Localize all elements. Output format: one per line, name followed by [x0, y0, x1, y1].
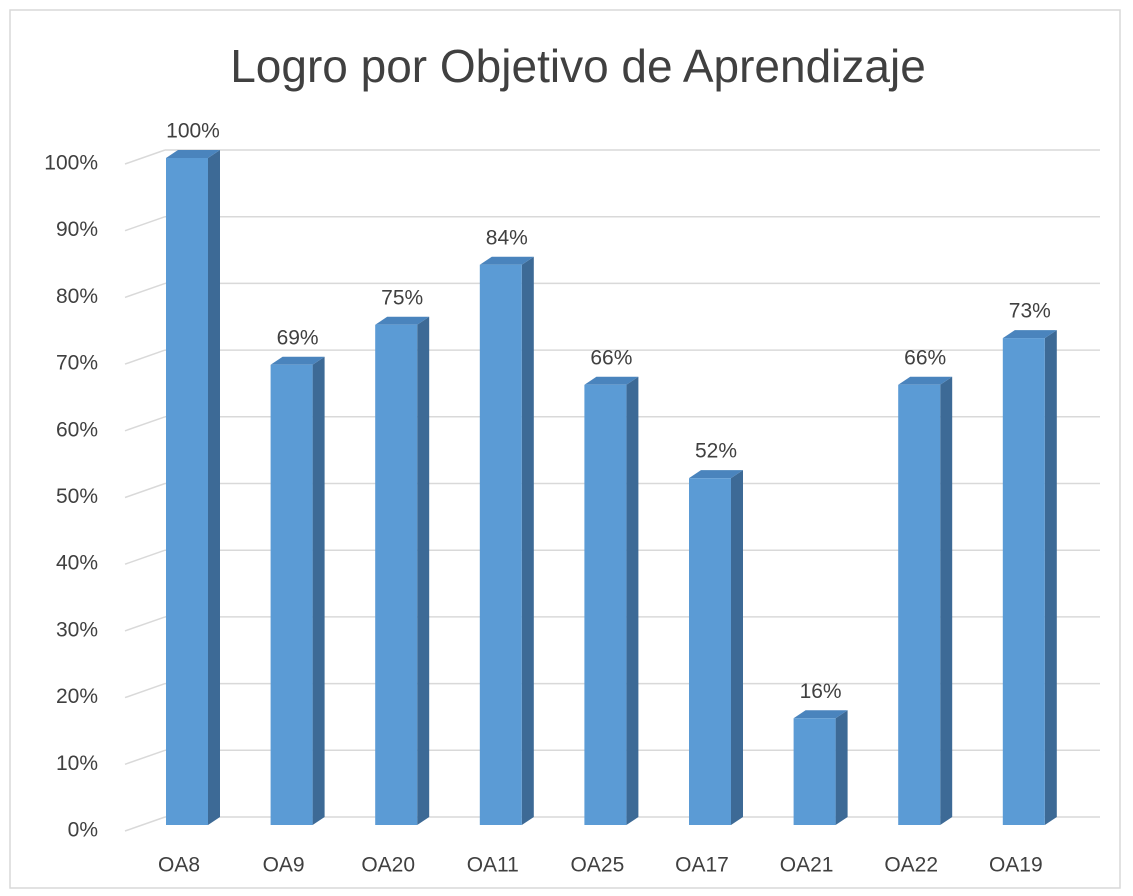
- bar-side: [417, 316, 430, 825]
- y-tick-label: 20%: [56, 685, 98, 708]
- x-tick-label: OA19: [989, 854, 1043, 877]
- grid-line: [124, 749, 166, 766]
- bar-side: [521, 256, 534, 826]
- y-tick-label: 50%: [56, 485, 98, 508]
- x-tick-label: OA17: [675, 854, 729, 877]
- bar-top: [270, 356, 325, 365]
- bar: [584, 384, 627, 825]
- y-tick-label: 10%: [56, 752, 98, 775]
- x-tick-label: OA11: [467, 854, 519, 877]
- y-tick-label: 100%: [44, 152, 98, 175]
- x-tick-label: OA8: [158, 854, 200, 877]
- grid-line: [124, 682, 166, 699]
- bar-side: [626, 376, 639, 825]
- grid-line: [124, 349, 166, 365]
- bar: [898, 384, 941, 825]
- grid-line: [124, 215, 166, 232]
- y-tick-label: 90%: [56, 218, 98, 241]
- grid-line: [124, 282, 166, 299]
- bar: [166, 158, 208, 825]
- value-label: 100%: [166, 120, 220, 143]
- bar-top: [689, 470, 743, 479]
- bar-top: [584, 376, 639, 385]
- y-tick-label: 80%: [56, 285, 98, 308]
- bar: [270, 364, 313, 825]
- bar-side: [731, 470, 743, 825]
- chart-title: Logro por Objetivo de Aprendizaje: [230, 40, 926, 92]
- bar-top: [898, 376, 953, 385]
- bar: [1002, 338, 1045, 825]
- bar-side: [208, 150, 220, 825]
- grid-line: [124, 549, 166, 565]
- bar: [689, 478, 731, 825]
- bar-side: [835, 710, 848, 825]
- value-label: 16%: [800, 680, 842, 703]
- value-label: 69%: [277, 326, 319, 349]
- grid-line: [124, 416, 166, 432]
- x-tick-label: OA9: [263, 854, 305, 877]
- bar: [793, 718, 836, 825]
- bar-top: [166, 150, 220, 158]
- x-tick-label: OA22: [884, 854, 938, 877]
- bar-top: [375, 316, 430, 325]
- bar-top: [479, 256, 534, 265]
- y-tick-label: 30%: [56, 618, 98, 641]
- value-label: 75%: [381, 286, 423, 309]
- grid-line: [124, 149, 166, 165]
- value-label: 73%: [1009, 300, 1051, 323]
- value-label: 66%: [904, 346, 946, 369]
- y-tick-label: 60%: [56, 418, 98, 441]
- x-tick-label: OA20: [361, 854, 415, 877]
- bar-side: [940, 376, 953, 825]
- grid-line: [124, 616, 166, 632]
- bar-side: [312, 356, 325, 825]
- grid-line: [124, 816, 166, 832]
- bar-top: [793, 710, 848, 719]
- grid-line: [124, 482, 166, 499]
- y-tick-label: 0%: [68, 819, 98, 842]
- x-tick-label: OA21: [780, 854, 834, 877]
- bar: [479, 264, 522, 826]
- x-tick-label: OA25: [571, 854, 625, 877]
- bar: [375, 324, 418, 825]
- y-tick-label: 40%: [56, 552, 98, 575]
- value-label: 84%: [486, 226, 528, 249]
- y-tick-label: 70%: [56, 352, 98, 375]
- value-label: 66%: [590, 346, 632, 369]
- value-label: 52%: [695, 440, 737, 463]
- bar-top: [1002, 330, 1057, 339]
- bar-side: [1044, 330, 1057, 825]
